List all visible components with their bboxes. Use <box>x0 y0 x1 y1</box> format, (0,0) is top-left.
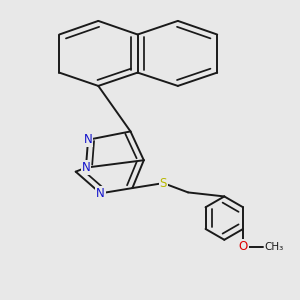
Text: S: S <box>160 177 167 190</box>
Text: N: N <box>82 161 90 174</box>
Text: N: N <box>84 133 92 146</box>
Text: O: O <box>238 240 248 254</box>
Text: N: N <box>96 187 105 200</box>
Text: CH₃: CH₃ <box>265 242 284 252</box>
